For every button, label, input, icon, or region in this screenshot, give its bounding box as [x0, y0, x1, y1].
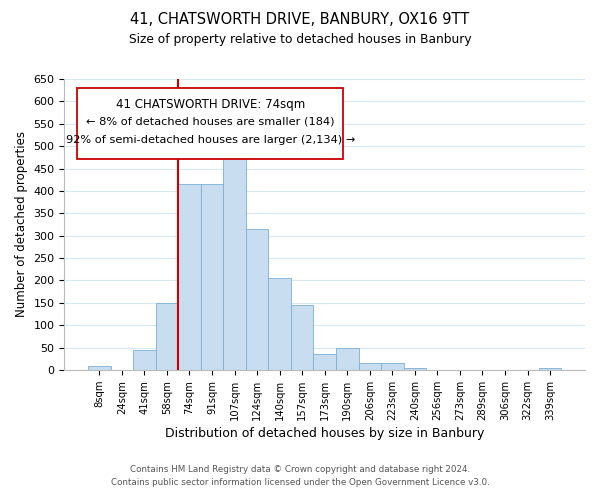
- Bar: [404, 368, 426, 370]
- Text: 92% of semi-detached houses are larger (2,134) →: 92% of semi-detached houses are larger (…: [65, 135, 355, 145]
- Bar: [336, 348, 359, 370]
- Y-axis label: Number of detached properties: Number of detached properties: [15, 132, 28, 318]
- Bar: [381, 363, 404, 370]
- Text: Contains public sector information licensed under the Open Government Licence v3: Contains public sector information licen…: [110, 478, 490, 487]
- Bar: [268, 278, 291, 370]
- Text: 41, CHATSWORTH DRIVE, BANBURY, OX16 9TT: 41, CHATSWORTH DRIVE, BANBURY, OX16 9TT: [130, 12, 470, 28]
- Text: Contains HM Land Registry data © Crown copyright and database right 2024.: Contains HM Land Registry data © Crown c…: [130, 465, 470, 474]
- Bar: [88, 366, 110, 370]
- X-axis label: Distribution of detached houses by size in Banbury: Distribution of detached houses by size …: [165, 427, 484, 440]
- Bar: [178, 184, 201, 370]
- Bar: [539, 368, 562, 370]
- Bar: [291, 305, 313, 370]
- Bar: [223, 132, 246, 370]
- Bar: [201, 184, 223, 370]
- Bar: [133, 350, 155, 370]
- Bar: [155, 303, 178, 370]
- Bar: [313, 354, 336, 370]
- Text: 41 CHATSWORTH DRIVE: 74sqm: 41 CHATSWORTH DRIVE: 74sqm: [116, 98, 305, 111]
- Bar: [359, 363, 381, 370]
- Text: Size of property relative to detached houses in Banbury: Size of property relative to detached ho…: [128, 32, 472, 46]
- Text: ← 8% of detached houses are smaller (184): ← 8% of detached houses are smaller (184…: [86, 117, 334, 127]
- FancyBboxPatch shape: [77, 88, 343, 159]
- Bar: [246, 229, 268, 370]
